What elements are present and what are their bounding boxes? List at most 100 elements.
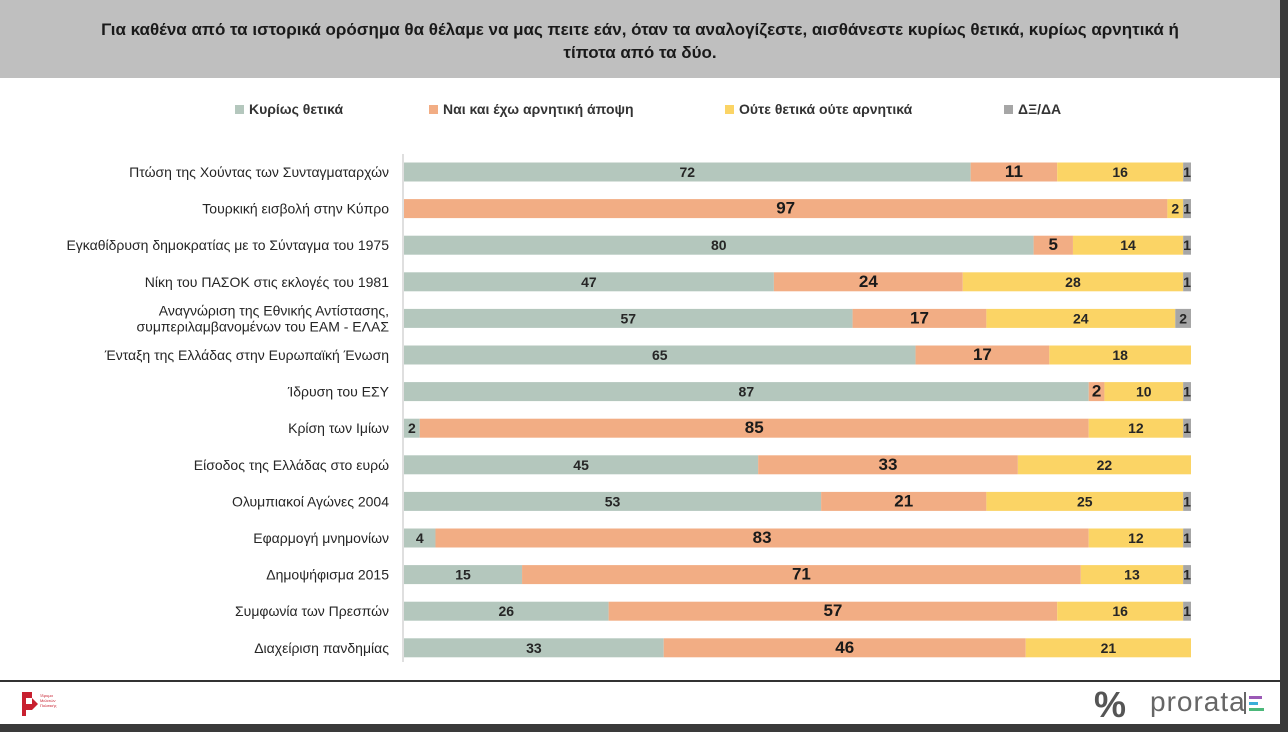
category-label: Ίδρυση του ΕΣΥ [287, 384, 390, 400]
bar-segment [915, 345, 1050, 365]
data-label: 5 [1049, 235, 1058, 254]
bar-segment [404, 199, 1168, 219]
bar-segment [1183, 418, 1191, 438]
data-label: 53 [605, 493, 621, 509]
data-label: 33 [879, 455, 898, 474]
data-label: 1 [1183, 603, 1191, 619]
chart-legend: Κυρίως θετικά Ναι και έχω αρνητική άποψη… [0, 101, 1280, 121]
bar-segment [1175, 308, 1191, 328]
data-label: 80 [711, 237, 727, 253]
data-label: 46 [835, 638, 854, 657]
bar-segment [1183, 272, 1191, 292]
data-label: 57 [823, 601, 842, 620]
data-label: 4 [416, 530, 424, 546]
stacked-bar-chart: Πτώση της Χούντας των Συνταγματαρχών 72 11… [66, 154, 1191, 662]
data-label: 21 [1101, 640, 1117, 656]
bar-segment [962, 272, 1184, 292]
bar-segment [821, 491, 987, 511]
bar-segment [663, 638, 1026, 658]
data-label: 47 [581, 274, 597, 290]
data-label: 83 [753, 528, 772, 547]
bar-segment [1183, 565, 1191, 585]
category-label: Ολυμπιακοί Αγώνες 2004 [232, 493, 389, 509]
category-label: Είσοδος της Ελλάδας στο ευρώ [194, 457, 389, 473]
bar-segment [404, 491, 822, 511]
bar-segment [1017, 455, 1191, 475]
bar-segment [986, 308, 1176, 328]
data-label: 24 [1073, 310, 1089, 326]
legend-item-negative: Ναι και έχω αρνητική άποψη [429, 101, 634, 117]
data-label: 2 [1171, 201, 1179, 217]
bar-segment [404, 528, 436, 548]
bar-segment [1183, 382, 1191, 402]
bar-segment [970, 162, 1058, 182]
data-label: 2 [1179, 310, 1187, 326]
category-label: Δημοψήφισμα 2015 [266, 567, 389, 583]
data-label: 16 [1112, 603, 1128, 619]
data-label: 85 [745, 418, 764, 437]
bar-segment [404, 235, 1034, 255]
bar-segment [404, 418, 420, 438]
category-label: Κρίση των Ιμίων [288, 420, 389, 436]
data-label: 1 [1183, 237, 1191, 253]
data-label: 97 [776, 199, 795, 218]
data-label: 33 [526, 640, 542, 656]
data-label: 16 [1112, 164, 1128, 180]
category-label: Ένταξη της Ελλάδας στην Ευρωπαϊκή Ένωση [104, 347, 389, 363]
brand-bars-icon [1244, 692, 1264, 714]
institute-logo-text: Ίδρυμα Μελετών Πολιτικής [40, 693, 57, 708]
data-label: 12 [1128, 420, 1144, 436]
brand-logo-text: prorata [1150, 686, 1246, 717]
category-label: Διαχείριση πανδημίας [254, 640, 389, 656]
data-label: 1 [1183, 384, 1191, 400]
bar-segment [404, 638, 664, 658]
data-label: 25 [1077, 493, 1093, 509]
bar-segment [404, 455, 759, 475]
bar-segment [419, 418, 1089, 438]
legend-swatch-neutral [725, 104, 734, 114]
bar-segment [1025, 638, 1191, 658]
bar-segment [404, 565, 523, 585]
bar-segment [1183, 162, 1191, 182]
category-label: Νίκη του ΠΑΣΟΚ στις εκλογές του 1981 [145, 274, 389, 290]
data-label: 72 [680, 164, 696, 180]
data-label: 17 [973, 345, 992, 364]
data-label: 15 [455, 567, 471, 583]
bar-segment [404, 382, 1089, 402]
bar-segment [758, 455, 1018, 475]
data-label: 18 [1112, 347, 1128, 363]
bar-segment [404, 272, 774, 292]
legend-swatch-negative [429, 104, 438, 114]
bar-segment [1167, 199, 1184, 219]
institute-logo: Ίδρυμα Μελετών Πολιτικής [18, 688, 78, 720]
data-label: 57 [621, 310, 637, 326]
category-label: Τουρκική εισβολή στην Κύπρο [202, 201, 389, 217]
category-label: Συμφωνία των Πρεσπών [235, 603, 389, 619]
data-label: 65 [652, 347, 668, 363]
bar-segment [1057, 162, 1184, 182]
data-label: 24 [859, 272, 878, 291]
data-label: 2 [1092, 382, 1101, 401]
data-label: 17 [910, 308, 929, 327]
data-label: 1 [1183, 164, 1191, 180]
data-label: 45 [573, 457, 589, 473]
legend-swatch-dk-na [1004, 104, 1013, 114]
data-label: 28 [1065, 274, 1081, 290]
bar-segment [852, 308, 987, 328]
data-label: 13 [1124, 567, 1140, 583]
bar-segment [1104, 382, 1184, 402]
bar-segment [1072, 235, 1184, 255]
legend-label-dk-na: ΔΞ/ΔΑ [1018, 101, 1062, 117]
bar-segment [1183, 199, 1191, 219]
data-label: 1 [1183, 420, 1191, 436]
bar-segment [404, 162, 971, 182]
bar-segment [522, 565, 1081, 585]
bar-segment [773, 272, 963, 292]
legend-item-neutral: Ούτε θετικά ούτε αρνητικά [725, 101, 912, 117]
bar-segment [986, 491, 1184, 511]
bar-segment [1183, 235, 1191, 255]
legend-label-negative: Ναι και έχω αρνητική άποψη [443, 101, 634, 117]
data-label: 1 [1183, 274, 1191, 290]
bar-segment [404, 345, 916, 365]
